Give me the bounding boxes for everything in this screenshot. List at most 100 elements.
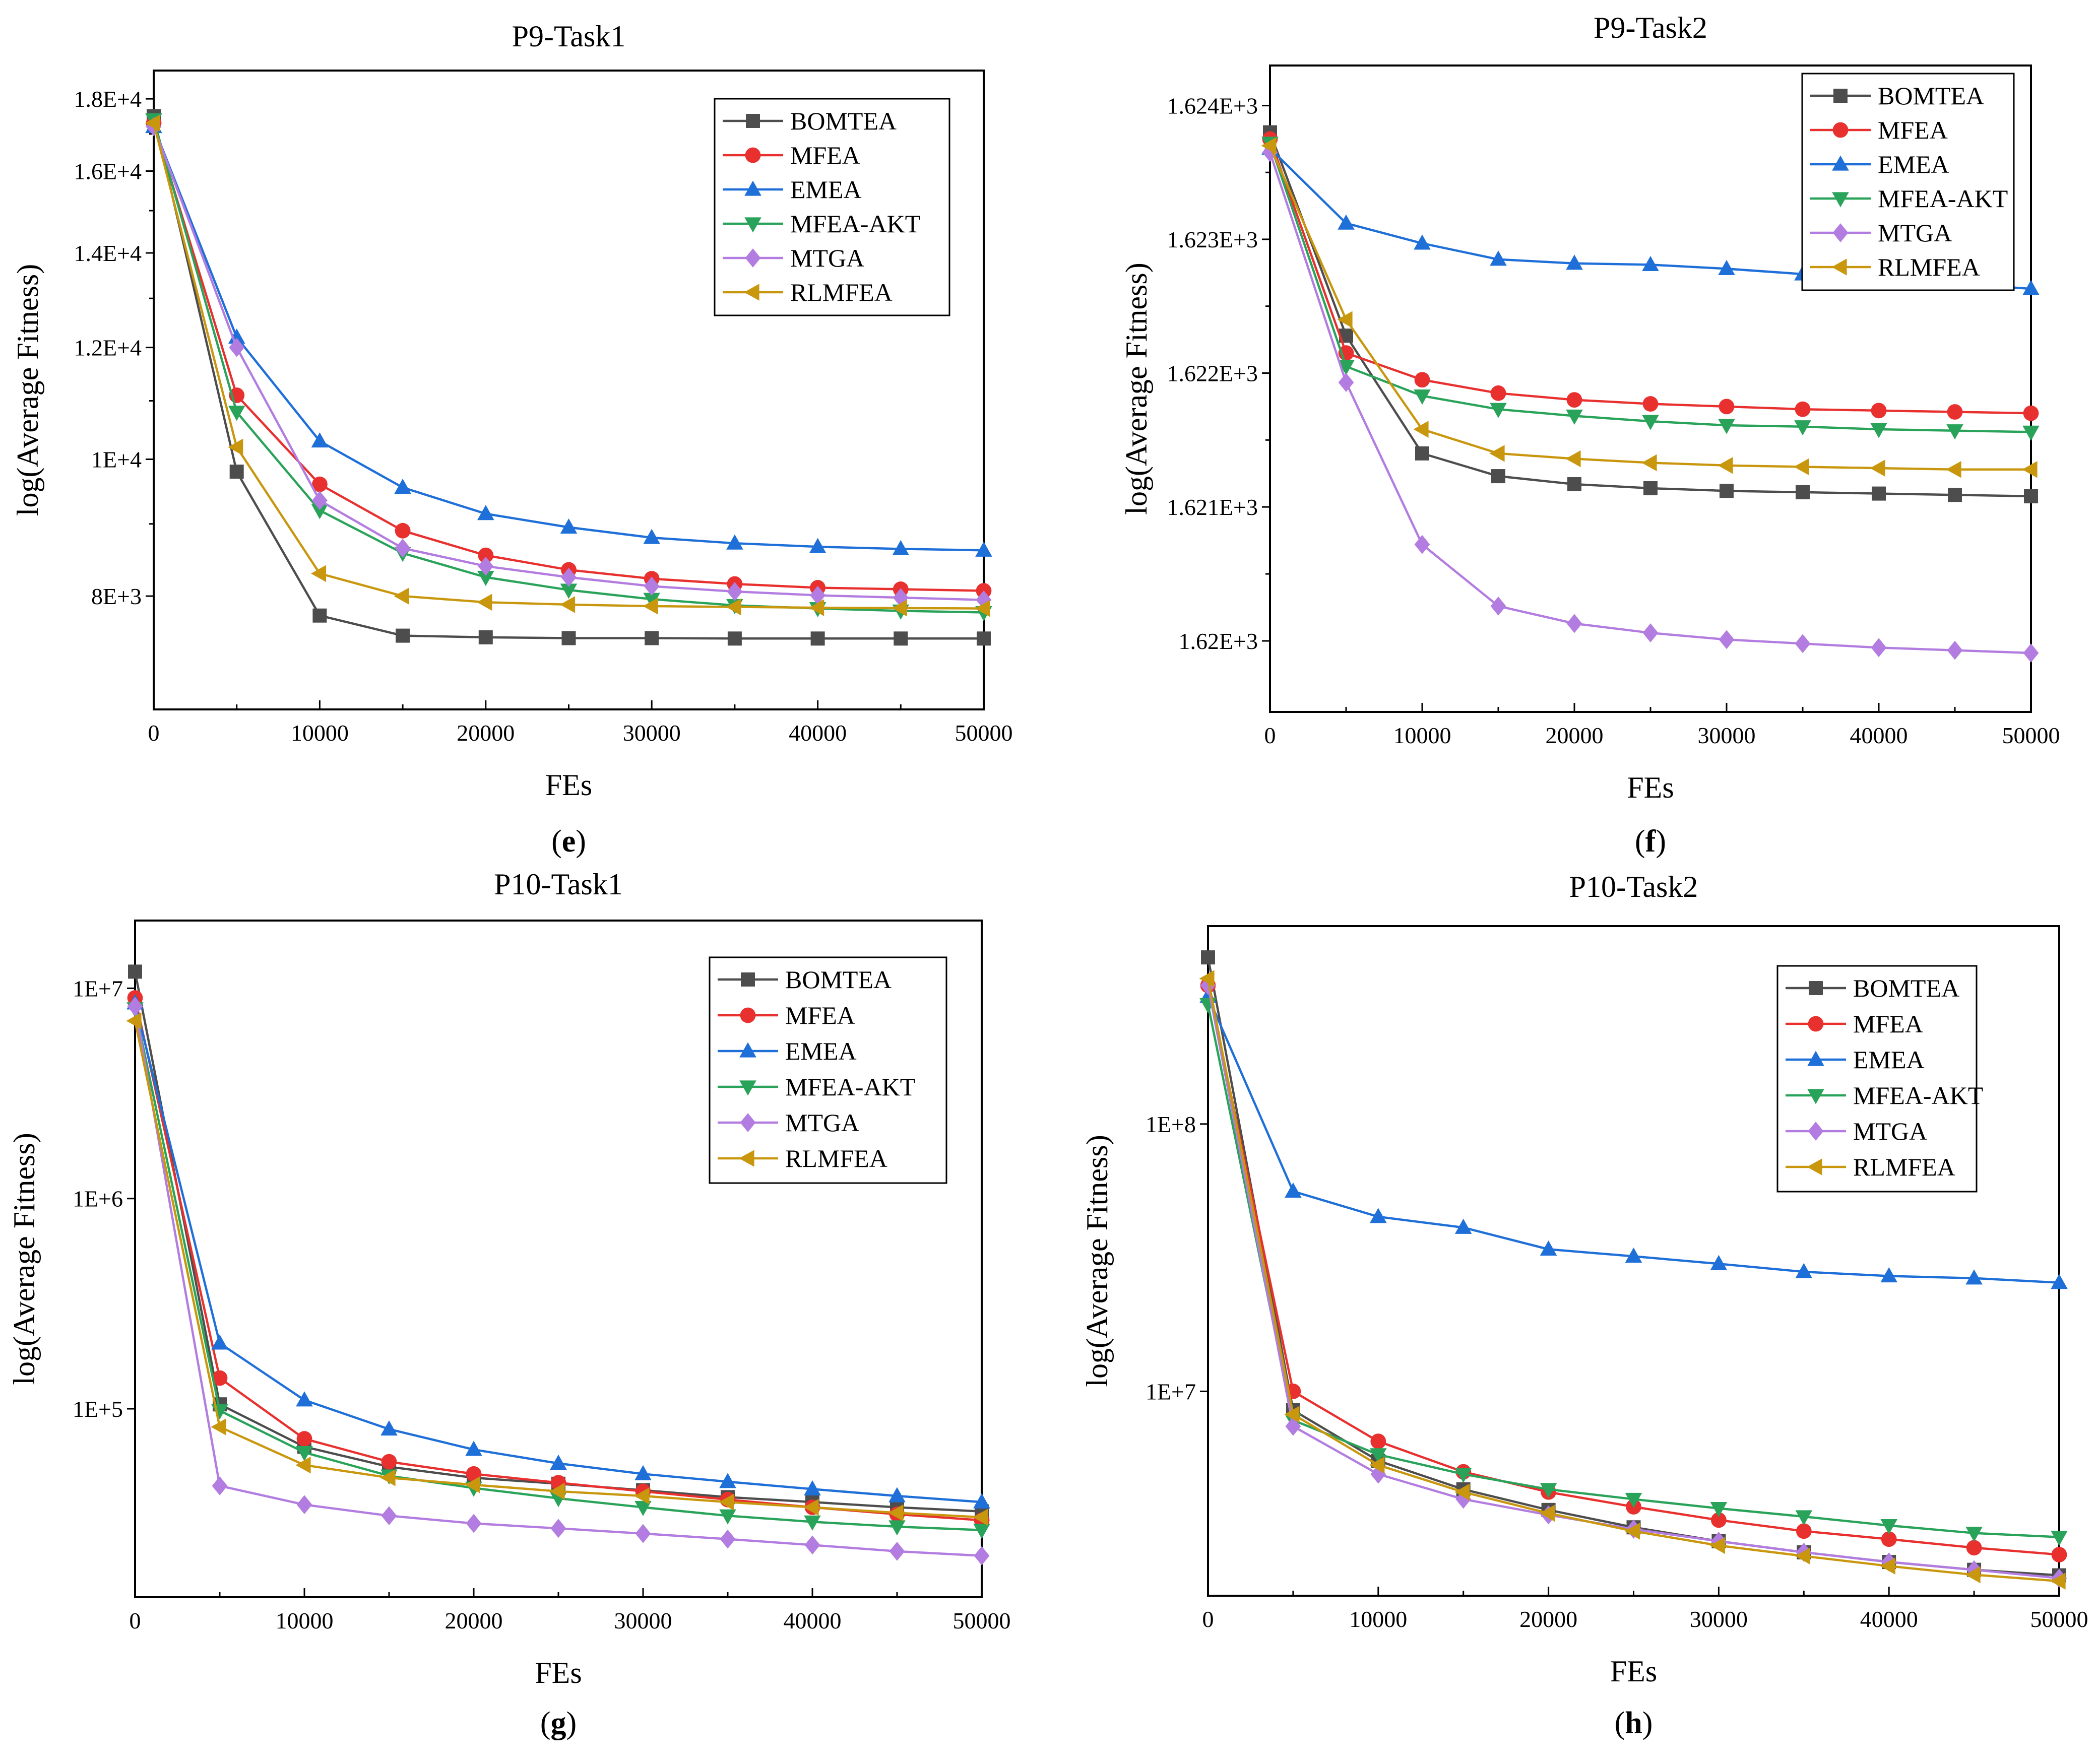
data-point-emea	[643, 529, 660, 544]
y-tick-label: 1.622E+3	[1167, 360, 1258, 386]
data-point-bomtea	[2024, 489, 2038, 503]
data-point-bomtea	[1201, 950, 1215, 965]
legend-label-rlmfea: RLMFEA	[790, 278, 893, 306]
data-point-rlmfea	[726, 598, 741, 616]
data-point-mtga	[395, 539, 411, 558]
panel-label-letter: e	[562, 824, 576, 859]
data-point-rlmfea	[1870, 460, 1885, 477]
legend-marker-rlmfea	[739, 1150, 754, 1167]
panel-label: (g)	[540, 1706, 577, 1740]
data-point-rlmfea	[809, 599, 824, 616]
legend-box	[1776, 965, 1978, 1193]
legend-label-mfea: MFEA	[1878, 116, 1948, 144]
panel-label-open: (	[1615, 1706, 1625, 1740]
data-point-rlmfea	[394, 587, 409, 605]
data-point-bomtea	[894, 631, 908, 646]
data-point-mfea	[212, 1370, 228, 1386]
legend-marker-emea	[744, 180, 761, 196]
data-point-rlmfea	[892, 600, 907, 617]
data-point-rlmfea	[1946, 461, 1961, 478]
data-point-bomtea	[1948, 488, 1962, 502]
legend-label-rlmfea: RLMFEA	[1853, 1153, 1955, 1181]
panel-label-letter: g	[551, 1706, 566, 1740]
legend-label-mfea: MFEA	[790, 141, 860, 169]
data-point-mfea-akt	[1794, 420, 1811, 436]
y-tick-label: 8E+3	[91, 583, 142, 609]
x-axis-label: FEs	[545, 768, 592, 802]
x-tick-label: 0	[1202, 1606, 1214, 1632]
data-point-mfea-akt	[560, 583, 578, 599]
data-point-mfea-akt	[1338, 360, 1355, 375]
data-point-emea	[560, 518, 578, 534]
legend-marker-rlmfea	[1831, 258, 1847, 276]
data-point-emea	[1880, 1267, 1897, 1283]
data-point-rlmfea	[1337, 311, 1353, 329]
data-point-mtga	[889, 1541, 905, 1561]
legend-label-mfea-akt: MFEA-AKT	[1878, 184, 2008, 213]
data-point-mfea-akt	[1718, 419, 1735, 434]
x-axis-label: FEs	[1627, 771, 1674, 804]
data-point-bomtea	[1567, 477, 1581, 491]
data-point-rlmfea	[634, 1487, 650, 1505]
data-point-mfea-akt	[1642, 415, 1659, 430]
data-point-mfea-akt	[1795, 1510, 1813, 1526]
y-tick-label: 1E+7	[1146, 1379, 1196, 1404]
data-point-mtga	[127, 997, 143, 1016]
data-point-mfea-akt	[1710, 1502, 1728, 1518]
data-point-emea	[1414, 234, 1431, 250]
data-point-mtga	[1414, 535, 1430, 554]
data-point-mfea-akt	[719, 1509, 736, 1525]
data-point-mfea-akt	[1414, 389, 1431, 405]
x-tick-label: 10000	[276, 1608, 334, 1634]
data-point-mtga	[1947, 640, 1963, 660]
data-point-bomtea	[1796, 485, 1810, 499]
data-point-emea	[892, 540, 910, 556]
data-point-emea	[1454, 1218, 1472, 1234]
legend-marker-emea	[739, 1042, 756, 1058]
x-tick-label: 40000	[1860, 1606, 1918, 1632]
legend-marker-bomtea	[741, 972, 755, 987]
x-tick-label: 50000	[953, 1608, 1011, 1634]
y-tick-label: 1.621E+3	[1167, 494, 1258, 520]
data-point-rlmfea	[1641, 454, 1657, 472]
data-point-rlmfea	[1880, 1557, 1895, 1575]
data-point-mfea	[312, 476, 328, 492]
chart-title: P9-Task2	[1594, 11, 1707, 44]
x-tick-label: 20000	[445, 1608, 503, 1634]
data-point-mfea-akt	[643, 593, 660, 608]
data-point-mfea-akt	[2022, 425, 2040, 441]
data-point-mfea	[1947, 404, 1963, 420]
data-point-mtga	[1871, 638, 1887, 658]
panel-label-open: (	[551, 824, 562, 859]
data-point-rlmfea	[465, 1476, 480, 1493]
legend-label-emea: EMEA	[1853, 1046, 1925, 1074]
data-point-mtga	[1285, 1416, 1301, 1436]
data-point-bomtea	[128, 964, 142, 979]
data-point-rlmfea	[1284, 1406, 1300, 1423]
data-point-mfea	[1642, 396, 1659, 412]
x-axis-label: FEs	[535, 1656, 582, 1689]
y-tick-label: 1.8E+4	[74, 86, 142, 112]
legend-marker-emea	[1832, 155, 1849, 171]
y-axis: 1E+7 1E+8	[1146, 1112, 1208, 1404]
data-point-rlmfea	[973, 1509, 988, 1526]
y-axis-label: log(Average Fitness)	[1080, 1135, 1114, 1387]
data-point-mtga	[727, 582, 743, 601]
y-tick-label: 1.623E+3	[1167, 227, 1258, 252]
legend-marker-bomtea	[1809, 981, 1823, 995]
data-point-mfea	[1490, 385, 1506, 401]
y-tick-label: 1E+4	[91, 446, 142, 472]
x-tick-label: 30000	[1690, 1606, 1748, 1632]
data-point-rlmfea	[643, 598, 658, 615]
data-point-mfea-akt	[228, 406, 245, 421]
data-point-rlmfea	[975, 600, 990, 617]
data-point-mfea	[1796, 1523, 1812, 1539]
legend-label-bomtea: BOMTEA	[790, 107, 897, 135]
data-point-emea	[1338, 214, 1355, 230]
data-point-rlmfea	[888, 1504, 904, 1522]
legend-label-mtga: MTGA	[1853, 1117, 1927, 1145]
data-point-mfea	[395, 522, 411, 539]
legend-label-bomtea: BOMTEA	[785, 965, 892, 994]
data-point-emea	[1710, 1255, 1728, 1270]
